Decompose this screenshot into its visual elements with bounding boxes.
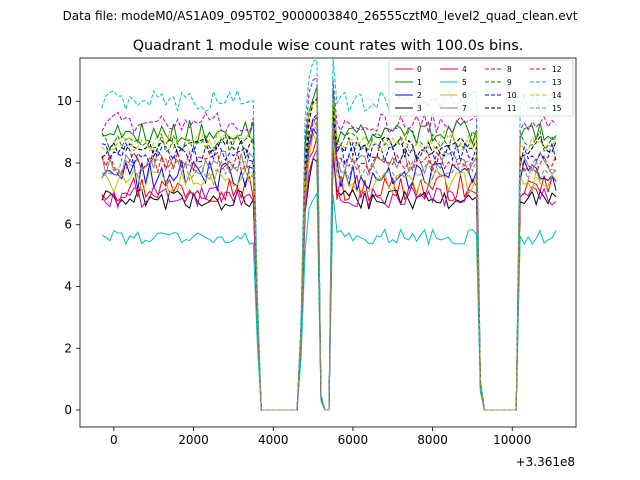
legend-label-6: 6 xyxy=(462,91,467,100)
x-tick-label: 4000 xyxy=(258,433,289,447)
x-tick-label: 10000 xyxy=(493,433,531,447)
legend-label-7: 7 xyxy=(462,104,467,113)
y-tick-label: 6 xyxy=(64,218,72,232)
series-line-10 xyxy=(101,110,557,411)
legend-label-12: 12 xyxy=(552,65,562,74)
legend-label-5: 5 xyxy=(462,78,467,87)
legend-label-2: 2 xyxy=(417,91,422,100)
legend-label-0: 0 xyxy=(417,65,422,74)
legend-label-15: 15 xyxy=(552,104,562,113)
legend-label-10: 10 xyxy=(507,91,517,100)
x-tick-label: 6000 xyxy=(338,433,369,447)
legend-label-4: 4 xyxy=(462,65,467,74)
x-offset-label: +3.361e8 xyxy=(516,455,575,469)
legend-label-13: 13 xyxy=(552,78,562,87)
figure-suptitle: Data file: modeM0/AS1A09_095T02_90000038… xyxy=(63,9,578,23)
x-tick-label: 0 xyxy=(110,433,118,447)
x-tick-label: 2000 xyxy=(178,433,209,447)
legend-label-8: 8 xyxy=(507,65,512,74)
x-tick-label: 8000 xyxy=(417,433,448,447)
legend-box xyxy=(388,59,574,117)
legend-label-1: 1 xyxy=(417,78,422,87)
y-tick-label: 4 xyxy=(64,280,72,294)
chart-title: Quadrant 1 module wise count rates with … xyxy=(133,38,524,54)
legend-label-9: 9 xyxy=(507,78,512,87)
y-tick-label: 0 xyxy=(64,403,72,417)
y-tick-label: 10 xyxy=(57,94,72,108)
legend-label-3: 3 xyxy=(417,104,422,113)
legend-label-11: 11 xyxy=(507,104,517,113)
plot-area: 0 2000 4000 6000 8000 10000024681001234567891… xyxy=(57,57,577,447)
y-tick-label: 2 xyxy=(64,341,72,355)
series-line-15 xyxy=(101,121,557,411)
legend-label-14: 14 xyxy=(552,91,562,100)
plot-frame xyxy=(79,57,577,428)
y-tick-label: 8 xyxy=(64,156,72,170)
